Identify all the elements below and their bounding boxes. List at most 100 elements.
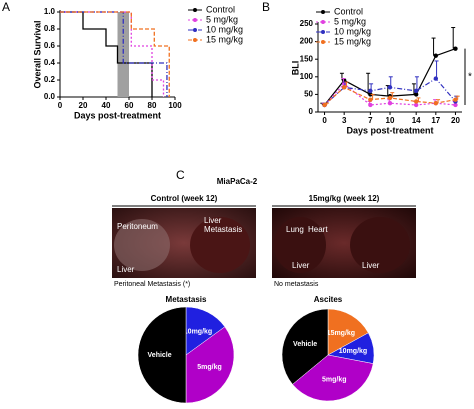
- point: [387, 101, 393, 106]
- legend-label: 15 mg/kg: [334, 36, 371, 46]
- x-tick-label: 0: [58, 101, 63, 110]
- pie-label: 10mg/kg: [339, 348, 367, 355]
- y-tick-label: 0.6: [44, 41, 56, 50]
- photo-caption: Peritoneal Metastasis (*): [114, 281, 190, 288]
- pie-slice: [137, 306, 187, 404]
- pie-label: Vehicle: [293, 341, 317, 348]
- point: [368, 97, 373, 102]
- photo-label: Peritoneum: [117, 222, 158, 231]
- survival-line: [60, 11, 165, 97]
- point: [368, 88, 373, 94]
- photo-label: Liver: [292, 261, 310, 270]
- x-tick-label: 10: [386, 116, 395, 125]
- y-tick-label: 100: [300, 72, 314, 81]
- x-tick-label: 0: [322, 116, 327, 125]
- point: [453, 102, 458, 108]
- y-axis-label: Overall Survival: [32, 20, 42, 88]
- pie-label: Vehicle: [148, 352, 172, 359]
- photo-label: Liver: [204, 216, 222, 225]
- x-tick-label: 3: [342, 116, 347, 125]
- legend-marker: [321, 40, 325, 44]
- photo-caption: No metastasis: [274, 281, 319, 288]
- x-tick-label: 60: [125, 101, 134, 110]
- pie-label: 5mg/kg: [322, 376, 347, 383]
- point: [433, 53, 439, 58]
- x-tick-label: 20: [451, 116, 460, 125]
- panel-label: A: [2, 0, 10, 14]
- shade: [117, 12, 129, 97]
- photo-control: Control (week 12) Peritoneum Liver Liver…: [112, 194, 256, 288]
- photo-label: Liver: [362, 261, 380, 270]
- point: [413, 92, 419, 97]
- y-tick-label: 150: [300, 54, 314, 63]
- photo-label: Liver: [117, 265, 135, 274]
- pie-slice: [327, 308, 369, 356]
- photo-label: Heart: [308, 225, 328, 234]
- pie-label: 5mg/kg: [197, 364, 222, 371]
- point: [387, 85, 393, 90]
- x-axis-label: Days post-treatment: [74, 110, 161, 120]
- organ: [274, 217, 326, 273]
- y-tick-label: 200: [300, 37, 314, 46]
- x-tick-label: 40: [102, 101, 111, 110]
- organ: [350, 217, 410, 273]
- survival-line: [60, 11, 170, 97]
- y-tick-label: 250: [300, 19, 314, 28]
- figure-title: MiaPaCa-2: [217, 177, 258, 186]
- point: [433, 101, 439, 106]
- photo-treated: 15mg/kg (week 12) Lung Heart Liver Liver…: [272, 194, 416, 288]
- photo-label: Lung: [286, 225, 304, 234]
- point: [368, 92, 373, 97]
- legend-marker: [193, 8, 197, 12]
- point: [322, 102, 327, 108]
- point: [387, 95, 393, 101]
- panel-label: C: [176, 168, 185, 182]
- organ: [114, 219, 170, 271]
- point: [453, 97, 458, 102]
- legend-marker: [321, 30, 325, 34]
- x-axis-label: Days post-treatment: [346, 125, 433, 135]
- legend-label: 10 mg/kg: [206, 24, 243, 34]
- y-tick-label: 1.0: [44, 7, 56, 16]
- pie-slice: [281, 308, 329, 385]
- legend-label: 5 mg/kg: [334, 16, 366, 26]
- x-tick-label: 17: [431, 116, 440, 125]
- point: [413, 102, 419, 108]
- legend-label: 10 mg/kg: [334, 26, 371, 36]
- x-tick-label: 7: [368, 116, 373, 125]
- x-tick-label: 80: [148, 101, 157, 110]
- y-tick-label: 50: [304, 90, 313, 99]
- x-tick-label: 14: [412, 116, 421, 125]
- annotation: *: [468, 71, 472, 82]
- x-tick-label: 20: [79, 101, 88, 110]
- x-tick-label: 100: [168, 101, 182, 110]
- photo-label: Metastasis: [204, 225, 242, 234]
- survival-line: [60, 11, 153, 97]
- point: [413, 88, 419, 94]
- point: [368, 102, 373, 108]
- panel-label: B: [262, 0, 270, 14]
- y-tick-label: 0.2: [44, 75, 56, 84]
- legend-label: Control: [334, 6, 363, 16]
- legend-marker: [193, 18, 197, 22]
- point: [413, 99, 419, 104]
- legend-marker: [321, 10, 325, 14]
- legend-marker: [193, 28, 197, 32]
- pie-slice: [292, 354, 374, 402]
- y-tick-label: 0: [309, 107, 314, 116]
- survival-line: [60, 11, 168, 97]
- legend-label: 5 mg/kg: [206, 14, 238, 24]
- organ: [190, 217, 250, 273]
- pie-label: 10mg/kg: [184, 328, 212, 335]
- legend-marker: [193, 38, 197, 42]
- pie-title: Ascites: [314, 295, 343, 304]
- point: [341, 85, 347, 90]
- point: [433, 76, 439, 81]
- photo-title: 15mg/kg (week 12): [309, 194, 380, 203]
- y-tick-label: 0.0: [44, 92, 56, 101]
- pie-label: 15mg/kg: [327, 330, 355, 337]
- point: [453, 46, 458, 51]
- legend-label: Control: [206, 4, 235, 14]
- legend-label: 15 mg/kg: [206, 34, 243, 44]
